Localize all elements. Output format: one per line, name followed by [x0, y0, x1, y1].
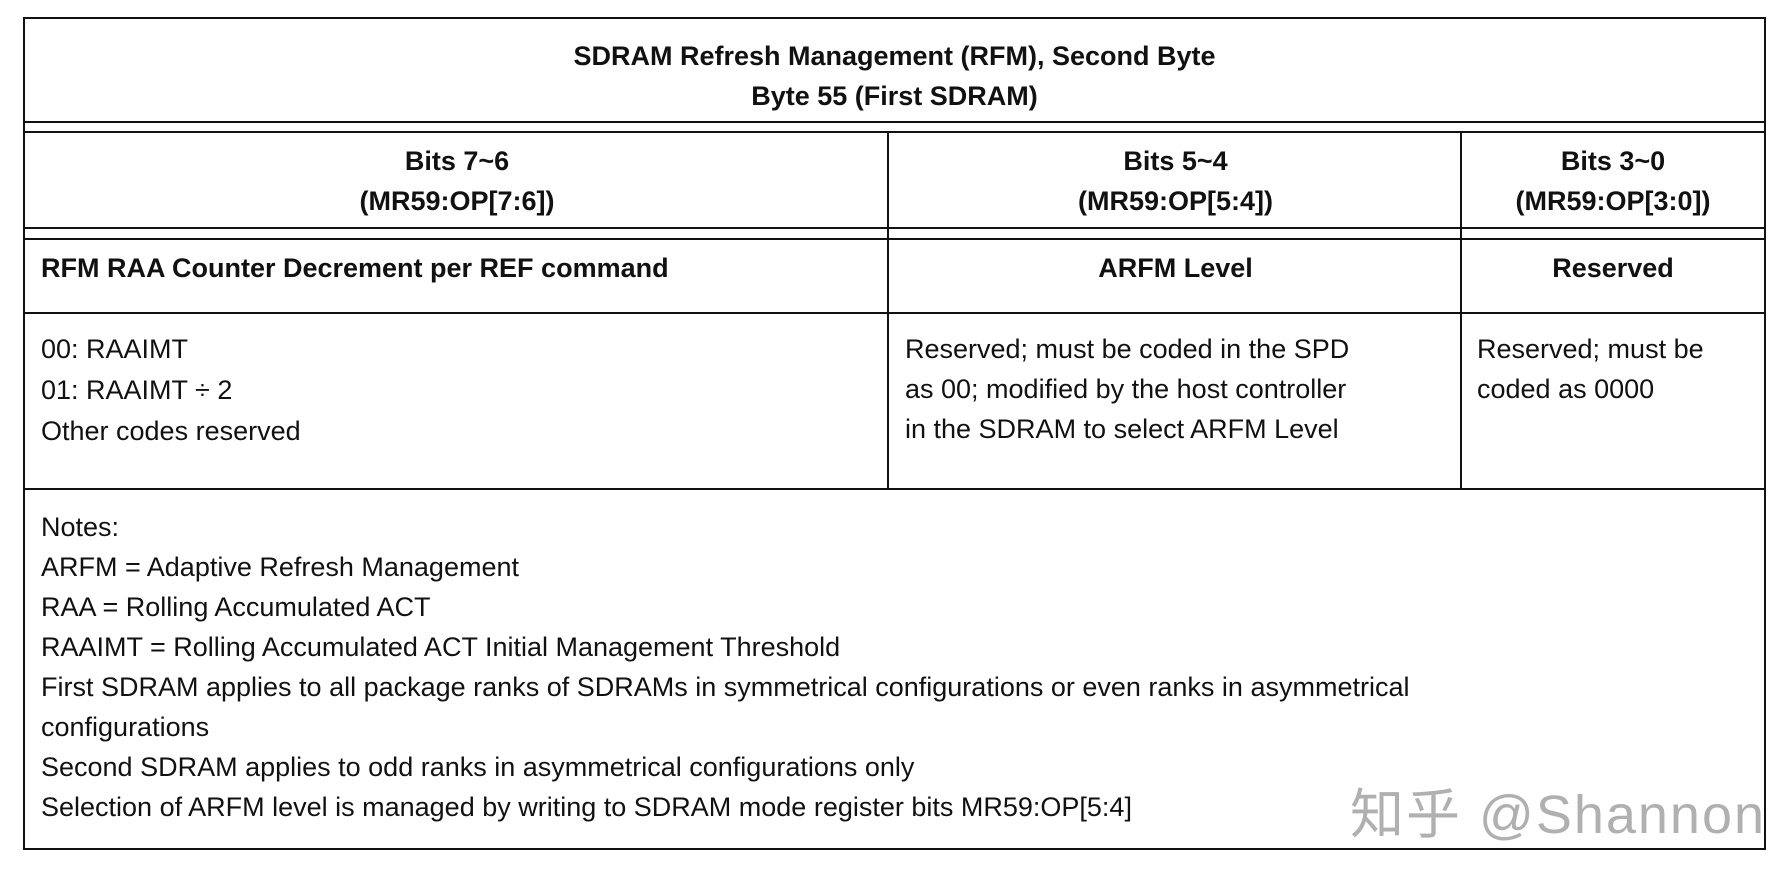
bits-label: Bits 5~4 — [1123, 146, 1228, 176]
divider — [25, 121, 1764, 123]
title-line-2: Byte 55 (First SDRAM) — [751, 81, 1038, 111]
divider — [25, 227, 1764, 229]
header-bits-7-6: Bits 7~6 (MR59:OP[7:6]) — [25, 141, 889, 221]
note-line: ARFM = Adaptive Refresh Management — [41, 552, 519, 582]
divider — [25, 312, 1764, 314]
field-name-3-0: Reserved — [1552, 253, 1674, 283]
description-line: Reserved; must be — [1477, 334, 1704, 364]
note-line: RAA = Rolling Accumulated ACT — [41, 592, 431, 622]
note-line: First SDRAM applies to all package ranks… — [41, 672, 1410, 702]
description-line: in the SDRAM to select ARFM Level — [905, 414, 1339, 444]
description-7-6: 00: RAAIMT 01: RAAIMT ÷ 2 Other codes re… — [41, 329, 881, 452]
note-line: Selection of ARFM level is managed by wr… — [41, 792, 1132, 822]
divider — [25, 238, 1764, 240]
watermark: 知乎 @Shannon — [1350, 785, 1767, 845]
field-name-5-4: ARFM Level — [1098, 253, 1253, 283]
column-divider — [887, 131, 889, 488]
spd-byte-table: SDRAM Refresh Management (RFM), Second B… — [23, 17, 1766, 850]
description-3-0: Reserved; must be coded as 0000 — [1477, 329, 1767, 409]
divider — [25, 488, 1764, 490]
header-bits-3-0: Bits 3~0 (MR59:OP[3:0]) — [1462, 141, 1764, 221]
field-name-7-6: RFM RAA Counter Decrement per REF comman… — [41, 253, 669, 283]
description-5-4: Reserved; must be coded in the SPD as 00… — [905, 329, 1465, 449]
register-label: (MR59:OP[5:4]) — [1077, 186, 1273, 216]
notes-heading: Notes: — [41, 512, 120, 542]
notes: Notes: ARFM = Adaptive Refresh Managemen… — [41, 507, 1741, 827]
bits-label: Bits 3~0 — [1560, 146, 1666, 176]
column-divider — [1460, 131, 1462, 488]
register-label: (MR59:OP[7:6]) — [359, 186, 555, 216]
code-line: 01: RAAIMT ÷ 2 — [41, 375, 233, 405]
title-line-1: SDRAM Refresh Management (RFM), Second B… — [573, 41, 1216, 71]
divider — [25, 131, 1764, 133]
description-line: coded as 0000 — [1477, 374, 1655, 404]
code-line: 00: RAAIMT — [41, 334, 189, 364]
note-line: configurations — [41, 712, 210, 742]
description-line: Reserved; must be coded in the SPD — [905, 334, 1350, 364]
description-line: as 00; modified by the host controller — [905, 374, 1347, 404]
bits-label: Bits 7~6 — [404, 146, 510, 176]
code-line: Other codes reserved — [41, 416, 301, 446]
register-label: (MR59:OP[3:0]) — [1515, 186, 1711, 216]
header-bits-5-4: Bits 5~4 (MR59:OP[5:4]) — [889, 141, 1462, 221]
note-line: RAAIMT = Rolling Accumulated ACT Initial… — [41, 632, 841, 662]
note-line: Second SDRAM applies to odd ranks in asy… — [41, 752, 915, 782]
table-title: SDRAM Refresh Management (RFM), Second B… — [25, 36, 1764, 116]
